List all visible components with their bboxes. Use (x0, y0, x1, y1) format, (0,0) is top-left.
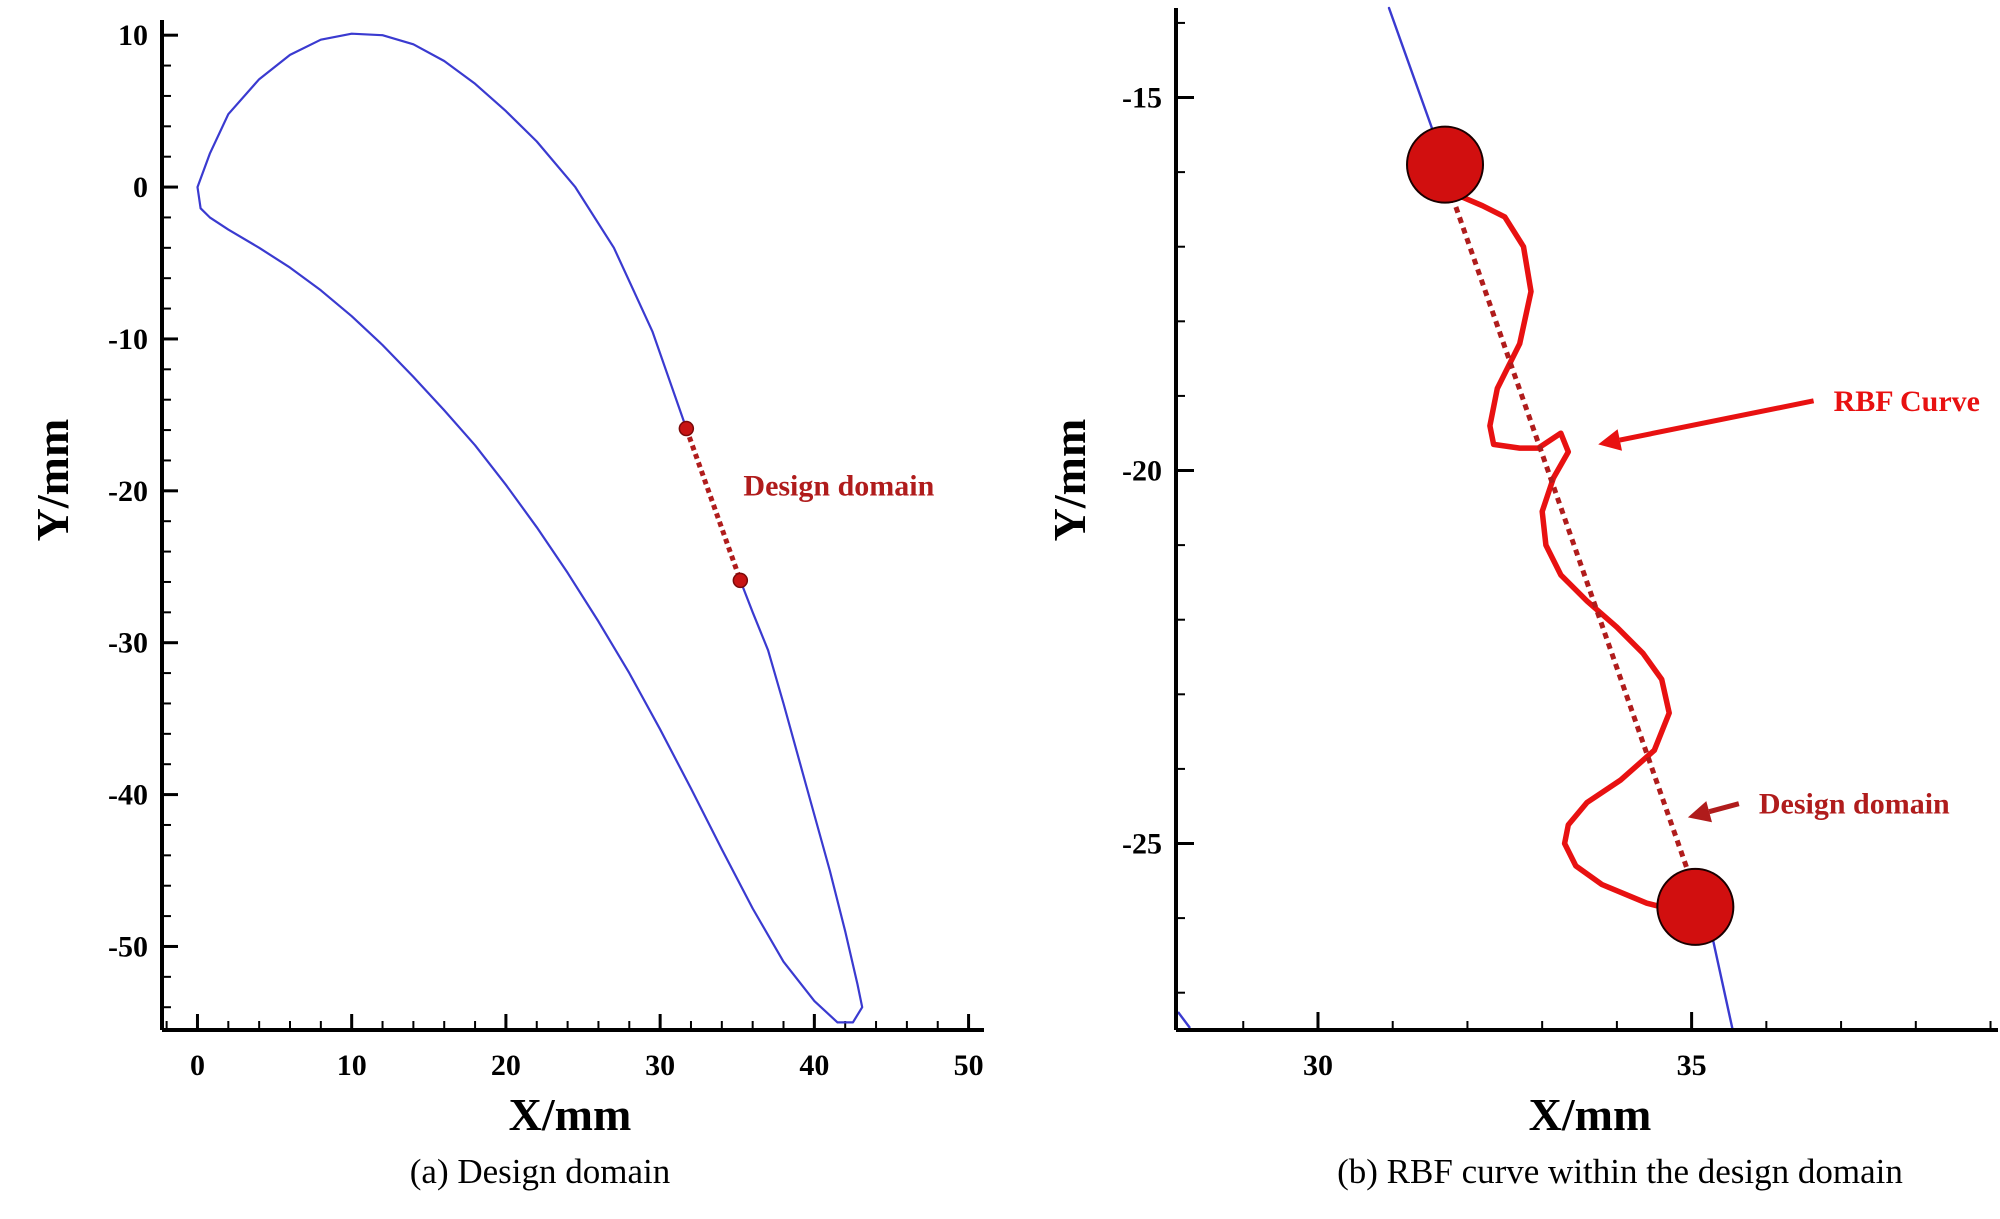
x-tick-label: 30 (1303, 1049, 1333, 1082)
x-tick-label: 10 (337, 1049, 367, 1082)
panel-a-y-axis-title: Y/mm (27, 419, 78, 542)
blade-profile-corner-line (1177, 1011, 1191, 1029)
panel-a-x-axis-title: X/mm (509, 1089, 632, 1140)
x-tick-label: 20 (491, 1049, 521, 1082)
x-tick-label: 0 (190, 1049, 205, 1082)
design-domain-end-point (732, 572, 749, 589)
panel-a-caption: (a) Design domain (410, 1152, 670, 1191)
y-tick-label: -20 (108, 475, 148, 508)
panel-a-design-domain-label: Design domain (743, 469, 934, 502)
panel-b-rbf-curve: 30 35 -15 -20 -25 X/mm Y/mm RBF Curve Design … (1044, 6, 1998, 1191)
y-tick-label: -40 (108, 779, 148, 812)
design-domain-start-point (678, 420, 695, 437)
annotation-arrow-head (1687, 801, 1712, 823)
y-tick-label: 0 (133, 171, 148, 204)
y-tick-label: -50 (108, 930, 148, 963)
annotation-label: Design domain (1759, 788, 1950, 821)
x-tick-label: 30 (645, 1049, 675, 1082)
panel-b-caption: (b) RBF curve within the design domain (1337, 1152, 1903, 1191)
panel-b-ticks: 30 35 -15 -20 -25 (1122, 21, 1992, 1082)
annotation-label: RBF Curve (1834, 385, 1980, 418)
annotation-arrow-head (1598, 429, 1622, 451)
y-tick-label: -30 (108, 627, 148, 660)
panel-b-plot-area (1177, 6, 1735, 1032)
panel-b-annotations: RBF Curve Design domain (1598, 385, 1980, 823)
y-tick-label: 10 (118, 19, 148, 52)
x-tick-label: 40 (799, 1049, 829, 1082)
y-tick-label: -15 (1122, 82, 1162, 115)
annotation-arrow-shaft (1708, 801, 1740, 815)
panel-a-ticks: 0 10 20 30 40 50 10 0 -10 -20 -30 -40 -50 (108, 19, 984, 1082)
x-tick-label: 35 (1677, 1049, 1707, 1082)
annotation-arrow-shaft (1619, 398, 1815, 443)
y-tick-label: -20 (1122, 455, 1162, 488)
panel-b-x-axis-title: X/mm (1529, 1089, 1652, 1140)
y-tick-label: -25 (1122, 828, 1162, 861)
y-tick-label: -10 (108, 323, 148, 356)
design-domain-line (1442, 175, 1702, 905)
design-domain-line (683, 427, 743, 582)
x-tick-label: 50 (954, 1049, 984, 1082)
design-domain-endpoint (1656, 867, 1735, 946)
rbf-curve-line (1453, 191, 1695, 918)
design-domain-endpoint (1406, 125, 1485, 204)
blade-profile-line (196, 32, 864, 1024)
panel-a-plot-area (196, 32, 864, 1024)
panel-b-y-axis-title: Y/mm (1044, 419, 1095, 542)
